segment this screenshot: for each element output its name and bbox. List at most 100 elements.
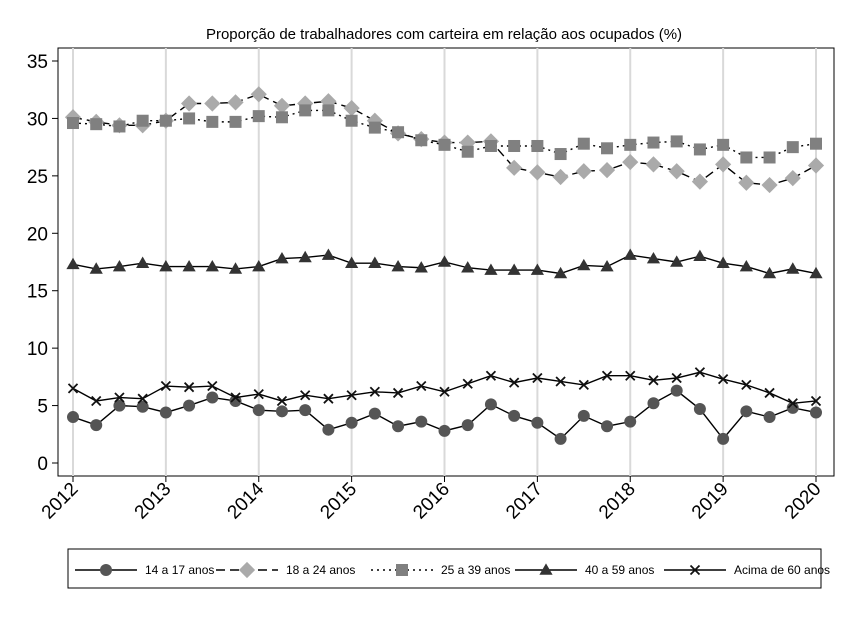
- data-point: [368, 407, 381, 420]
- legend-label: 40 a 59 anos: [585, 563, 654, 577]
- x-tick-label: 2012: [38, 479, 83, 524]
- data-point: [600, 259, 614, 272]
- legend-marker: [238, 561, 256, 579]
- data-point: [67, 411, 79, 424]
- data-point: [508, 139, 521, 152]
- data-point: [276, 395, 288, 407]
- data-point: [369, 386, 380, 397]
- data-point: [740, 151, 753, 164]
- data-point: [694, 367, 706, 378]
- data-point: [300, 390, 311, 401]
- data-point: [623, 248, 637, 260]
- data-point: [577, 137, 590, 150]
- chart-title: Proporção de trabalhadores com carteira …: [206, 26, 682, 43]
- data-point: [622, 153, 639, 171]
- data-point: [461, 419, 474, 432]
- legend-marker: [100, 564, 112, 576]
- data-point: [529, 164, 546, 181]
- data-point: [345, 256, 359, 268]
- data-point: [183, 382, 195, 393]
- legend-label: Acima de 60 anos: [734, 563, 830, 577]
- data-point: [484, 398, 497, 411]
- data-point: [693, 249, 707, 262]
- data-point: [575, 163, 592, 180]
- data-point: [229, 115, 242, 128]
- data-point: [717, 374, 729, 385]
- data-point: [250, 86, 267, 103]
- legend-marker: [539, 563, 553, 575]
- data-point: [368, 256, 382, 268]
- data-point: [741, 379, 752, 391]
- data-point: [554, 432, 567, 445]
- data-point: [715, 156, 732, 173]
- legend-marker: [689, 564, 701, 576]
- data-point: [206, 115, 219, 128]
- data-point: [159, 114, 172, 127]
- data-point: [645, 156, 662, 173]
- x-tick-label: 2020: [781, 479, 826, 524]
- data-point: [416, 380, 427, 392]
- data-point: [461, 261, 475, 273]
- data-point: [180, 95, 198, 112]
- data-point: [437, 255, 452, 267]
- data-point: [601, 420, 614, 433]
- series-4: [66, 248, 823, 279]
- data-point: [647, 136, 660, 149]
- x-tick-label: 2017: [502, 479, 547, 524]
- data-point: [763, 151, 776, 164]
- data-point: [668, 163, 685, 180]
- data-point: [298, 250, 312, 263]
- data-point: [787, 398, 798, 409]
- data-point: [531, 139, 544, 152]
- data-point: [761, 176, 778, 194]
- data-point: [183, 399, 196, 412]
- data-point: [90, 118, 103, 131]
- data-point: [299, 404, 312, 417]
- data-point: [346, 390, 357, 401]
- data-point: [345, 114, 358, 127]
- data-point: [438, 424, 451, 437]
- series-1: [67, 384, 822, 445]
- data-point: [646, 251, 661, 264]
- data-point: [717, 432, 730, 445]
- data-point: [625, 370, 636, 381]
- legend-item-5: Acima de 60 anos: [664, 563, 830, 577]
- series-5: [67, 367, 822, 409]
- data-point: [113, 120, 126, 133]
- data-point: [275, 111, 288, 124]
- data-point: [322, 423, 335, 436]
- data-point: [228, 262, 243, 274]
- data-point: [671, 372, 682, 384]
- data-point: [136, 114, 149, 127]
- legend: 14 a 17 anos 18 a 24 anos 25 a 39 anos 40 a…: [67, 548, 830, 589]
- data-point: [786, 262, 800, 274]
- data-point: [160, 380, 172, 392]
- data-point: [230, 392, 241, 403]
- x-tick-label: 2014: [224, 478, 269, 523]
- data-point: [508, 409, 521, 422]
- data-point: [647, 397, 660, 410]
- legend-item-1: 14 a 17 anos: [75, 563, 214, 577]
- data-point: [462, 378, 473, 389]
- data-point: [91, 395, 102, 407]
- data-point: [252, 259, 266, 272]
- data-point: [299, 104, 312, 117]
- data-point: [461, 145, 474, 158]
- legend-marker: [396, 564, 408, 576]
- data-point: [485, 370, 497, 381]
- data-point: [531, 416, 544, 429]
- data-point: [740, 405, 753, 418]
- data-point: [321, 248, 336, 260]
- y-tick-label: 15: [27, 282, 48, 303]
- series-layer: [64, 86, 825, 445]
- legend-label: 18 a 24 anos: [286, 563, 355, 577]
- data-point: [484, 139, 497, 152]
- plot-frame: [57, 47, 835, 477]
- data-point: [252, 110, 265, 123]
- data-point: [66, 257, 80, 270]
- data-point: [762, 266, 777, 279]
- x-tick-label: 2016: [409, 479, 454, 524]
- data-point: [624, 415, 637, 428]
- data-point: [112, 259, 127, 272]
